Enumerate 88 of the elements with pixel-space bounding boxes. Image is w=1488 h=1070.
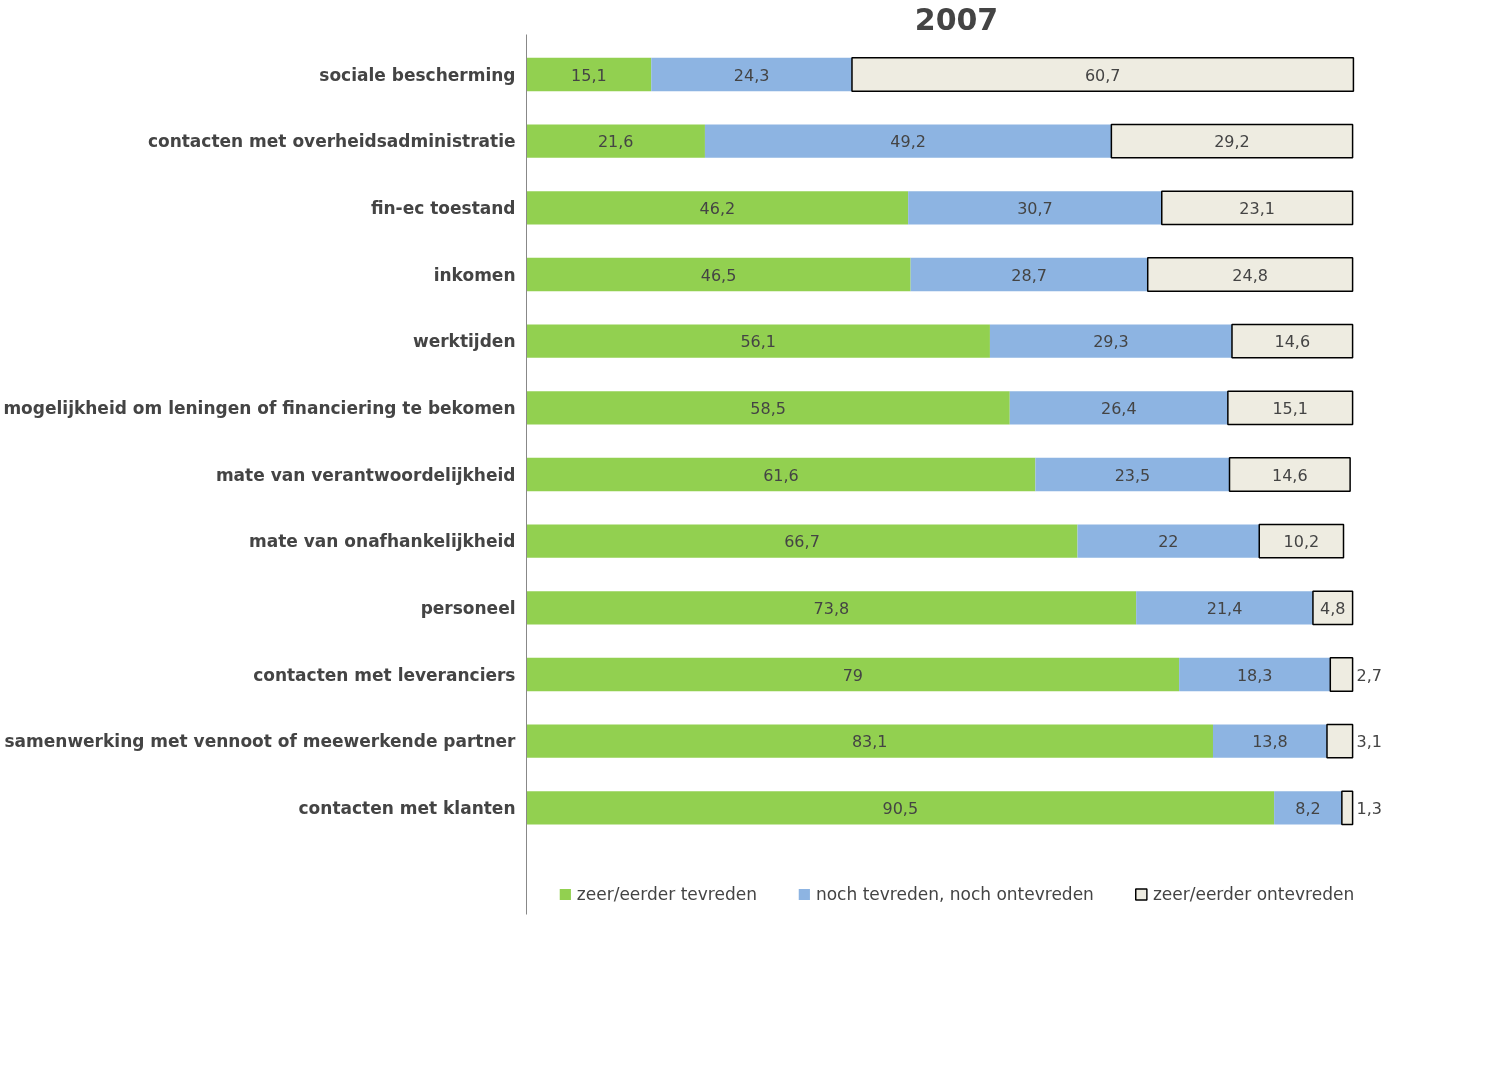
data-label: 28,7 bbox=[1011, 265, 1047, 285]
bar bbox=[1161, 190, 1354, 226]
bar bbox=[526, 57, 652, 92]
legend-label: noch tevreden, noch ontevreden bbox=[815, 884, 1094, 904]
bar bbox=[526, 391, 1010, 425]
legend-label: zeer/eerder ontevreden bbox=[1152, 884, 1355, 904]
data-label: 18,3 bbox=[1236, 665, 1273, 685]
bar bbox=[1231, 323, 1354, 359]
data-label: 66,7 bbox=[784, 532, 820, 552]
bar bbox=[851, 57, 1355, 92]
data-label: 8,2 bbox=[1295, 798, 1321, 818]
data-label: 23,5 bbox=[1114, 465, 1151, 485]
bar bbox=[1077, 524, 1260, 558]
bar bbox=[989, 324, 1232, 358]
bar bbox=[526, 124, 705, 158]
data-label: 56,1 bbox=[740, 332, 777, 352]
data-label: 21,6 bbox=[597, 132, 634, 152]
bar bbox=[526, 324, 990, 358]
data-label: 58,5 bbox=[750, 398, 786, 418]
data-label: 49,2 bbox=[890, 132, 926, 152]
bar bbox=[1110, 123, 1354, 159]
data-label: 14,6 bbox=[1274, 332, 1311, 352]
data-label: 3,1 bbox=[1356, 732, 1383, 752]
data-label: 29,3 bbox=[1093, 332, 1129, 352]
bar bbox=[1009, 391, 1228, 425]
data-label: 24,3 bbox=[733, 65, 770, 85]
bar bbox=[1212, 724, 1327, 758]
bar bbox=[526, 657, 1180, 692]
bar bbox=[526, 791, 1275, 825]
data-label: 46,2 bbox=[699, 198, 736, 218]
bar bbox=[1227, 390, 1354, 426]
data-label: 60,7 bbox=[1084, 65, 1121, 85]
bar bbox=[1274, 791, 1342, 825]
bar bbox=[1179, 657, 1331, 692]
data-label: 24,8 bbox=[1232, 265, 1268, 285]
data-label: 61,6 bbox=[763, 465, 799, 485]
bar bbox=[1329, 657, 1354, 692]
legend-label: zeer/eerder tevreden bbox=[576, 884, 757, 904]
data-label: 15,1 bbox=[571, 65, 607, 85]
bar bbox=[1228, 457, 1351, 492]
bar bbox=[526, 524, 1078, 558]
bar bbox=[1146, 257, 1354, 292]
y-tick-label: contacten met leveranciers bbox=[253, 664, 516, 685]
bar bbox=[1341, 790, 1354, 826]
y-tick-label: contacten met overheidsadministratie bbox=[147, 131, 516, 152]
data-label: 15,1 bbox=[1272, 398, 1309, 418]
data-label: 83,1 bbox=[851, 732, 888, 752]
y-tick-label: samenwerking met vennoot of meewerkende partner bbox=[4, 731, 517, 752]
data-label: 30,7 bbox=[1017, 198, 1053, 218]
y-tick-label: werktijden bbox=[412, 331, 516, 352]
bar bbox=[526, 457, 1036, 492]
bar bbox=[910, 257, 1148, 292]
y-tick-label: fin-ec toestand bbox=[370, 197, 516, 218]
data-label: 90,5 bbox=[882, 798, 919, 818]
data-label: 73,8 bbox=[813, 598, 850, 618]
data-label: 13,8 bbox=[1252, 732, 1288, 752]
data-label: 23,1 bbox=[1239, 198, 1275, 218]
bar bbox=[1326, 723, 1354, 759]
bar bbox=[704, 124, 1112, 158]
data-label: 21,4 bbox=[1206, 598, 1243, 618]
y-tick-label: mate van verantwoordelijkheid bbox=[215, 464, 516, 485]
bar bbox=[1136, 591, 1313, 625]
y-tick-label: mogelijkheid om leningen of financiering te bekomen bbox=[3, 397, 516, 418]
data-label: 2,7 bbox=[1356, 665, 1383, 685]
y-tick-label: contacten met klanten bbox=[298, 797, 516, 818]
data-label: 46,5 bbox=[700, 265, 737, 285]
data-label: 29,2 bbox=[1214, 132, 1250, 152]
bar bbox=[1258, 523, 1345, 559]
data-label: 22 bbox=[1158, 532, 1179, 552]
bar bbox=[651, 57, 852, 92]
bar bbox=[526, 257, 911, 292]
data-label: 10,2 bbox=[1283, 532, 1320, 552]
y-tick-label: inkomen bbox=[433, 264, 516, 285]
data-label: 26,4 bbox=[1101, 398, 1137, 418]
data-label: 1,3 bbox=[1356, 798, 1383, 818]
data-label: 4,8 bbox=[1320, 598, 1346, 618]
bar bbox=[1035, 457, 1230, 492]
y-tick-label: sociale bescherming bbox=[319, 64, 516, 85]
bar bbox=[526, 191, 909, 225]
chart-title: 2007 bbox=[914, 1, 999, 37]
data-label: 79 bbox=[842, 665, 863, 685]
bar bbox=[526, 724, 1213, 758]
y-tick-label: mate van onafhankelijkheid bbox=[249, 531, 516, 552]
bar bbox=[908, 191, 1162, 225]
y-tick-label: personeel bbox=[420, 597, 516, 618]
bar bbox=[1312, 590, 1354, 626]
bar bbox=[526, 591, 1137, 625]
data-label: 14,6 bbox=[1272, 465, 1308, 485]
